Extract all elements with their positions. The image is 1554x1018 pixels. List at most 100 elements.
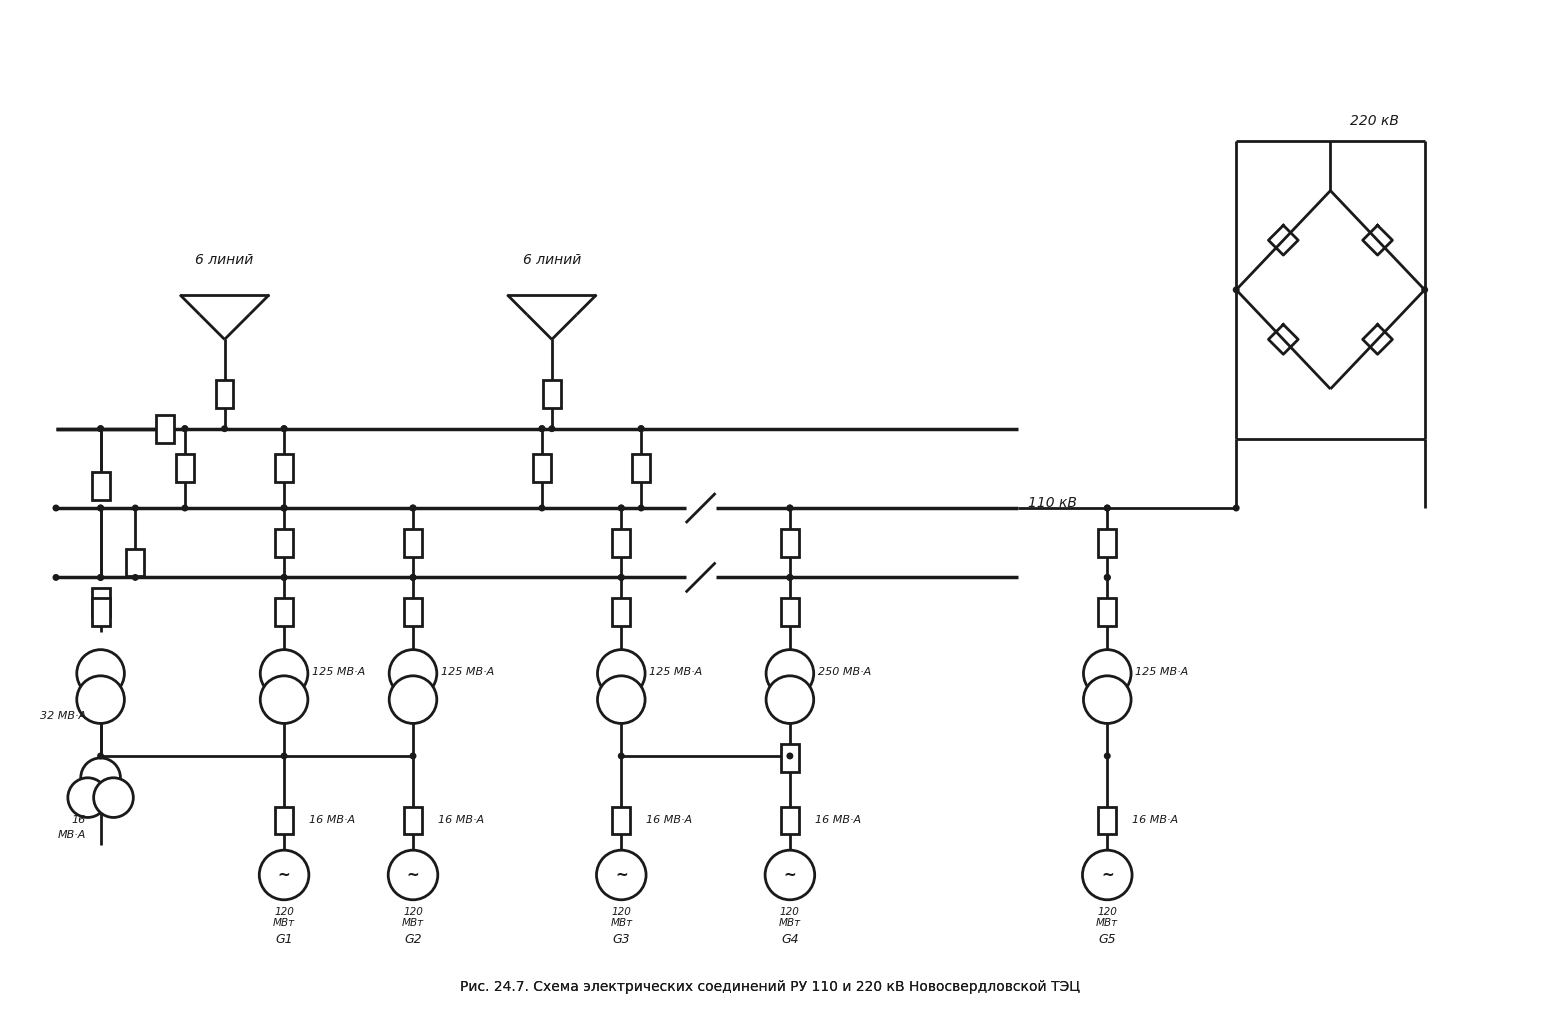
Circle shape <box>182 426 188 432</box>
Text: 250 МВ·А: 250 МВ·А <box>817 667 870 677</box>
Circle shape <box>76 676 124 724</box>
Bar <box>612 528 631 557</box>
Circle shape <box>1083 676 1131 724</box>
Bar <box>92 472 109 500</box>
Text: 110 кВ: 110 кВ <box>1027 496 1077 510</box>
Text: 16 МВ·А: 16 МВ·А <box>438 815 483 826</box>
Circle shape <box>597 850 646 900</box>
Circle shape <box>1103 752 1111 759</box>
Circle shape <box>597 649 645 697</box>
Text: 125 МВ·А: 125 МВ·А <box>312 667 365 677</box>
Circle shape <box>786 574 794 581</box>
Circle shape <box>766 676 814 724</box>
Circle shape <box>96 505 104 511</box>
Circle shape <box>410 505 416 511</box>
Text: G5: G5 <box>1099 932 1116 946</box>
Circle shape <box>260 676 308 724</box>
Text: Рис. 24.7. Схема электрических соединений РУ 110 и 220 кВ Новосвердловской ТЭЦ: Рис. 24.7. Схема электрических соединени… <box>460 980 1080 994</box>
Circle shape <box>1103 505 1111 511</box>
Circle shape <box>1103 574 1111 581</box>
Circle shape <box>96 505 104 511</box>
Circle shape <box>96 574 104 581</box>
Circle shape <box>68 778 107 817</box>
Circle shape <box>637 505 645 511</box>
Text: 125 МВ·А: 125 МВ·А <box>441 667 494 677</box>
Circle shape <box>96 426 104 432</box>
Bar <box>1099 599 1116 626</box>
Circle shape <box>53 574 59 581</box>
Circle shape <box>637 426 645 432</box>
Circle shape <box>93 778 134 817</box>
Circle shape <box>1083 850 1131 900</box>
Text: Рис. 24.7. Схема электрических соединений РУ 110 и 220 кВ Новосвердловской ТЭЦ: Рис. 24.7. Схема электрических соединени… <box>460 980 1080 994</box>
Circle shape <box>388 676 437 724</box>
Bar <box>126 549 145 576</box>
Bar <box>176 454 194 483</box>
Bar <box>782 806 799 835</box>
Text: ~: ~ <box>407 867 420 883</box>
Circle shape <box>96 574 104 581</box>
Circle shape <box>281 426 287 432</box>
Bar <box>275 806 294 835</box>
Bar <box>92 588 109 616</box>
Circle shape <box>221 426 228 432</box>
Text: МВ·А: МВ·А <box>57 831 85 840</box>
Text: 6 линий: 6 линий <box>522 253 581 267</box>
Circle shape <box>281 574 287 581</box>
Circle shape <box>81 758 120 798</box>
Text: 16 МВ·А: 16 МВ·А <box>814 815 861 826</box>
Bar <box>275 599 294 626</box>
Circle shape <box>410 505 416 511</box>
Circle shape <box>637 426 645 432</box>
Bar <box>275 454 294 483</box>
Circle shape <box>182 426 188 432</box>
Text: G3: G3 <box>612 932 629 946</box>
Text: 16 МВ·А: 16 МВ·А <box>309 815 354 826</box>
Circle shape <box>786 505 794 511</box>
Bar <box>612 806 631 835</box>
Circle shape <box>281 426 287 432</box>
Circle shape <box>765 850 814 900</box>
Circle shape <box>132 574 138 581</box>
Circle shape <box>597 676 645 724</box>
Text: 125 МВ·А: 125 МВ·А <box>1134 667 1189 677</box>
Circle shape <box>1083 649 1131 697</box>
Text: G4: G4 <box>782 932 799 946</box>
Text: G2: G2 <box>404 932 421 946</box>
Text: 125 МВ·А: 125 МВ·А <box>650 667 702 677</box>
Text: ~: ~ <box>278 867 291 883</box>
Circle shape <box>539 426 545 432</box>
Text: 120
МВт: 120 МВт <box>274 907 295 928</box>
Bar <box>782 599 799 626</box>
Circle shape <box>786 752 794 759</box>
Circle shape <box>618 505 625 511</box>
Circle shape <box>281 505 287 511</box>
Bar <box>782 528 799 557</box>
Bar <box>782 744 799 772</box>
Text: 220 кВ: 220 кВ <box>1350 114 1399 128</box>
Circle shape <box>76 649 124 697</box>
Circle shape <box>260 850 309 900</box>
Circle shape <box>1103 505 1111 511</box>
Text: 120
МВт: 120 МВт <box>779 907 800 928</box>
Circle shape <box>618 752 625 759</box>
Bar <box>92 599 109 626</box>
Circle shape <box>388 850 438 900</box>
Text: 16 МВ·А: 16 МВ·А <box>1131 815 1178 826</box>
Text: 120
МВт: 120 МВт <box>402 907 424 928</box>
Circle shape <box>260 649 308 697</box>
Circle shape <box>281 752 287 759</box>
Circle shape <box>549 426 555 432</box>
Bar <box>275 528 294 557</box>
Bar <box>1099 806 1116 835</box>
Bar <box>404 806 423 835</box>
Circle shape <box>182 505 188 511</box>
Bar <box>216 380 233 408</box>
Bar <box>612 599 631 626</box>
Circle shape <box>281 574 287 581</box>
Text: 6 линий: 6 линий <box>196 253 253 267</box>
Bar <box>155 414 174 443</box>
Circle shape <box>53 505 59 511</box>
Circle shape <box>618 574 625 581</box>
Bar <box>632 454 650 483</box>
